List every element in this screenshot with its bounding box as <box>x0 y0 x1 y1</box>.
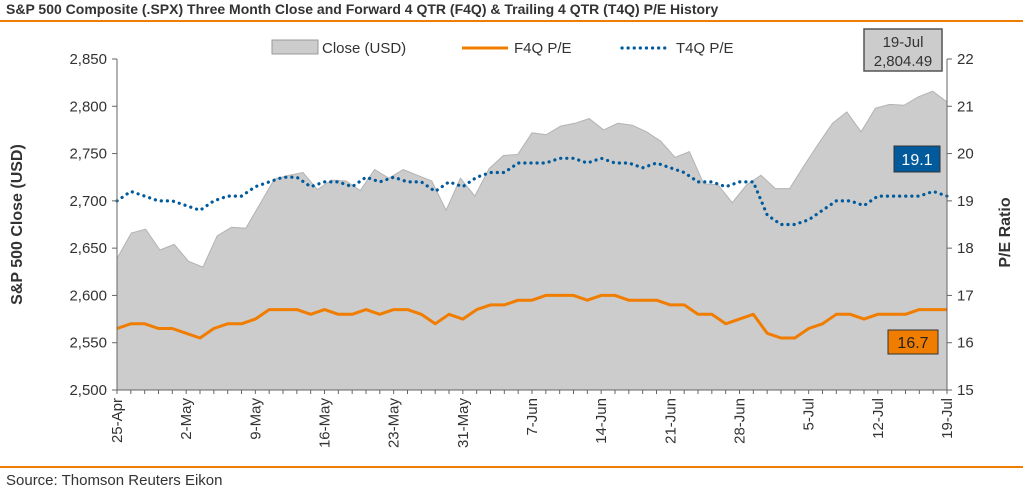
x-tick-label: 5-Jul <box>801 398 818 431</box>
y-tick-label-right: 21 <box>957 98 974 115</box>
y-tick-label-left: 2,500 <box>69 382 107 399</box>
x-tick-label: 2-May <box>178 398 195 440</box>
annotation-layer: 19-Jul 2,804.49 19.1 16.7 <box>863 28 943 355</box>
y-tick-label-right: 22 <box>957 51 974 68</box>
y-axis-title-right: P/E Ratio <box>997 197 1014 267</box>
f4q-line <box>116 293 947 340</box>
y-tick-label-left: 2,550 <box>69 335 107 352</box>
y-tick-label-left: 2,700 <box>69 193 107 210</box>
y-tick-label-left: 2,800 <box>69 98 107 115</box>
legend-label-f4q: F4Q P/E <box>514 40 572 57</box>
area-layer <box>116 90 948 391</box>
legend-label-t4q: T4Q P/E <box>676 40 734 57</box>
chart-title: S&P 500 Composite (.SPX) Three Month Clo… <box>6 1 719 17</box>
y-tick-label-left: 2,750 <box>69 146 107 163</box>
source-note: Source: Thomson Reuters Eikon <box>6 472 223 489</box>
t4q-callout-value: 19.1 <box>901 152 932 169</box>
legend-swatch-close <box>271 39 319 55</box>
x-tick-label: 19-Jul <box>939 398 956 439</box>
close-callout-box <box>863 28 943 72</box>
legend-label-close: Close (USD) <box>322 40 406 57</box>
x-tick-label: 23-May <box>386 398 403 449</box>
y-tick-label-right: 17 <box>957 287 974 304</box>
x-tick-label: 28-Jun <box>732 398 749 444</box>
y-tick-label-left: 2,650 <box>69 240 107 257</box>
x-tick-label: 7-Jun <box>524 398 541 436</box>
y-axis-title-left: S&P 500 Close (USD) <box>9 144 26 305</box>
x-tick-label: 21-Jun <box>662 398 679 444</box>
t4q-line <box>115 156 949 227</box>
x-tick-label: 25-Apr <box>109 398 126 443</box>
close-callout-value: 2,804.49 <box>874 53 932 70</box>
f4q-callout-value: 16.7 <box>897 335 928 352</box>
y-tick-label-right: 15 <box>957 382 974 399</box>
legend-layer: Close (USD) F4Q P/E T4Q P/E <box>271 39 734 57</box>
y-tick-label-right: 16 <box>957 335 974 352</box>
x-tick-label: 12-Jul <box>870 398 887 439</box>
axis-layer <box>112 58 952 394</box>
x-tick-label: 9-May <box>247 398 264 440</box>
x-tick-label: 14-Jun <box>593 398 610 444</box>
source-rule <box>0 466 1023 468</box>
close-callout-date: 19-Jul <box>883 34 924 51</box>
y-tick-label-left: 2,600 <box>69 287 107 304</box>
x-tick-label: 16-May <box>317 398 334 449</box>
y-tick-label-left: 2,850 <box>69 51 107 68</box>
y-tick-label-right: 19 <box>957 193 974 210</box>
line-layer <box>115 156 949 340</box>
x-tick-label: 31-May <box>455 398 472 449</box>
y-tick-label-right: 18 <box>957 240 974 257</box>
title-rule <box>0 20 1023 22</box>
label-layer: 2,500 2,550 2,600 2,650 2,700 2,750 2,800 2,850… <box>9 51 1014 448</box>
close-area <box>116 90 948 391</box>
t4q-callout-box <box>893 145 941 173</box>
y-tick-label-right: 20 <box>957 146 974 163</box>
f4q-callout-box <box>887 329 939 355</box>
